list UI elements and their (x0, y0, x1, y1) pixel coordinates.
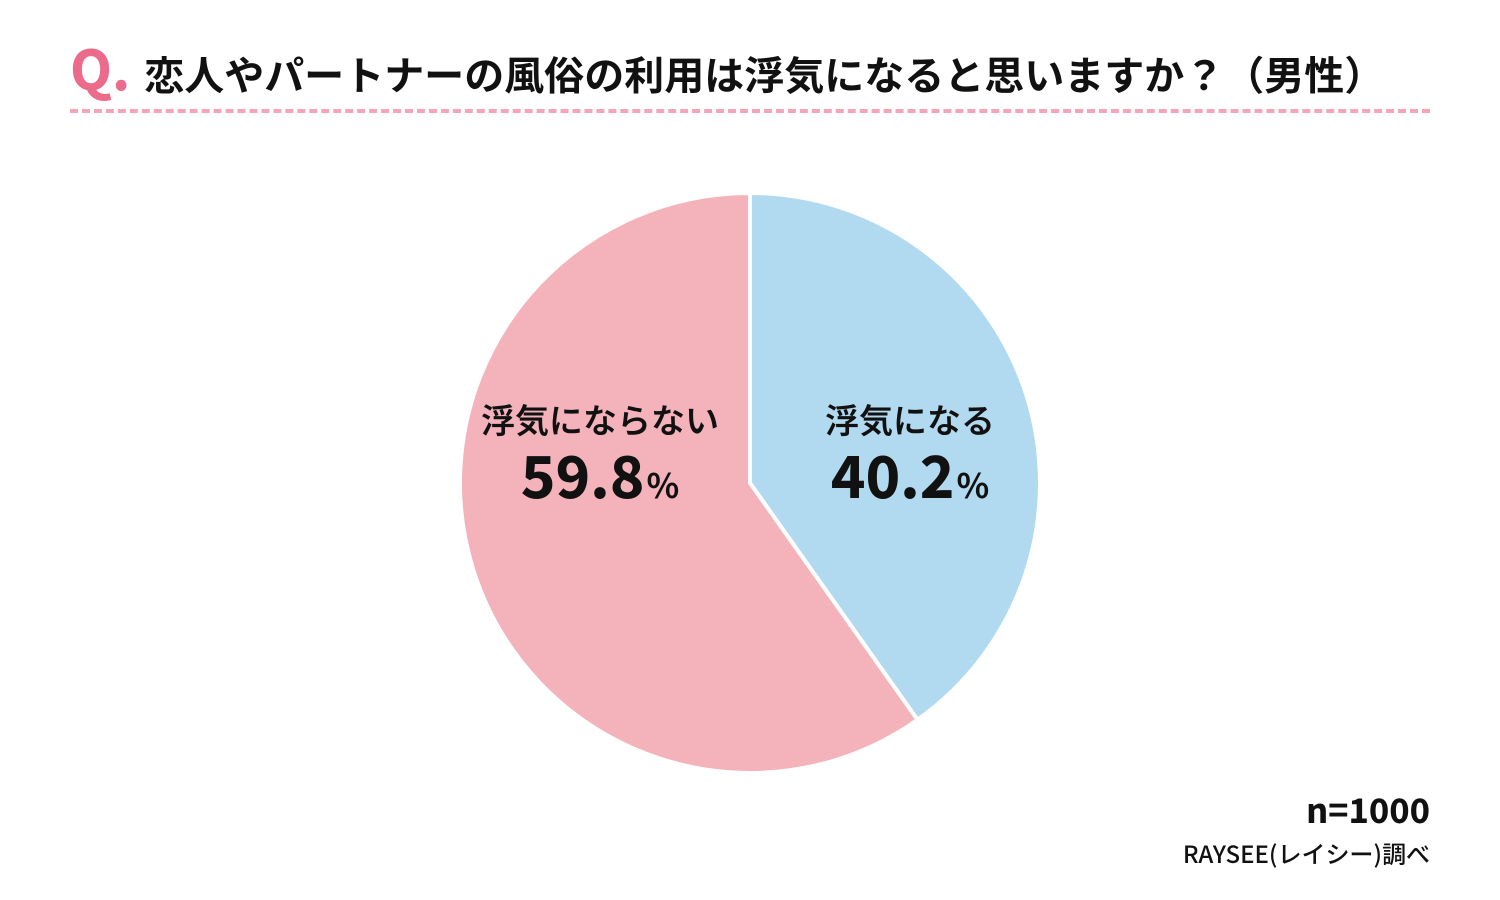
page-root: Q. 恋人やパートナーの風俗の利用は浮気になると思いますか？（男性） 浮気になる… (0, 0, 1500, 900)
question-header: Q. 恋人やパートナーの風俗の利用は浮気になると思いますか？（男性） (70, 40, 1430, 97)
question-text: 恋人やパートナーの風俗の利用は浮気になると思いますか？（男性） (144, 49, 1384, 97)
footer: n=1000 RAYSEE(レイシー)調べ (1183, 784, 1430, 870)
pie-chart: 浮気になる40.2%浮気にならない59.8% (410, 163, 1090, 803)
pie-chart-container: 浮気になる40.2%浮気にならない59.8% (70, 163, 1430, 803)
header-divider (70, 109, 1430, 113)
sample-size: n=1000 (1183, 784, 1430, 833)
source-attribution: RAYSEE(レイシー)調べ (1183, 835, 1430, 870)
q-mark: Q. (70, 40, 130, 94)
